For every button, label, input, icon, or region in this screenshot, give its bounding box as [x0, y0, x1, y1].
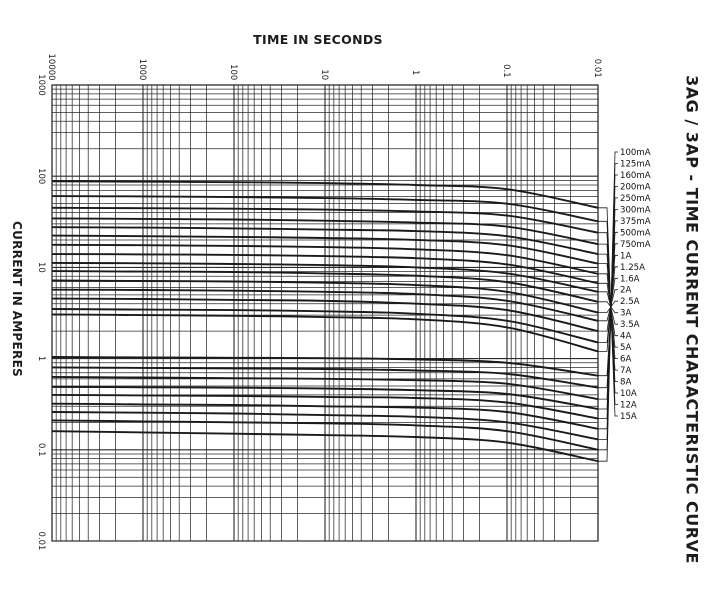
series-label: 12A — [620, 401, 637, 411]
series-line — [51, 226, 599, 256]
series-leader-line — [598, 207, 618, 417]
x-tick-label: 10 — [319, 69, 329, 80]
series-line — [51, 261, 599, 293]
series-line — [51, 253, 599, 285]
series-line — [51, 308, 599, 344]
series-label: 15A — [620, 412, 637, 422]
chart-side-title: 3AG / 3AP - TIME CURRENT CHARACTERISTIC … — [682, 75, 702, 564]
y-tick-label: 10 — [36, 262, 46, 273]
series-line — [51, 393, 599, 420]
series-label: 300mA — [620, 205, 651, 215]
series-line — [51, 243, 599, 275]
series-line — [51, 297, 599, 333]
series-label: 100mA — [620, 148, 651, 158]
series-label: 8A — [620, 378, 631, 388]
series-label: 4A — [620, 332, 631, 342]
y-tick-label: 0.01 — [36, 532, 46, 551]
series-line — [51, 270, 599, 303]
series-line — [51, 375, 599, 401]
series-label: 1A — [620, 251, 631, 261]
series-line — [51, 195, 599, 223]
series-line — [51, 366, 599, 389]
series-line — [51, 217, 599, 246]
series-line — [51, 411, 599, 441]
series-label: 3.5A — [620, 320, 640, 330]
series-label: 2.5A — [620, 297, 640, 307]
series-line — [51, 356, 599, 377]
series-label: 1.6A — [620, 274, 640, 284]
y-tick-label: 1000 — [36, 74, 46, 96]
series-line — [51, 313, 599, 353]
y-tick-label: 100 — [36, 168, 46, 184]
x-tick-label: 100 — [228, 64, 238, 80]
x-axis-title: TIME IN SECONDS — [253, 32, 383, 47]
series-label: 7A — [620, 366, 631, 376]
series-label: 6A — [620, 355, 631, 365]
series-label: 500mA — [620, 228, 651, 238]
y-tick-label: 1 — [36, 356, 46, 361]
series-line — [51, 206, 599, 234]
series-label: 1.25A — [620, 263, 645, 273]
series-label: 250mA — [620, 194, 651, 204]
series-label: 200mA — [620, 182, 651, 192]
series-label: 3A — [620, 309, 631, 319]
series-line — [51, 180, 599, 209]
series-label: 2A — [620, 286, 631, 296]
series-line — [51, 402, 599, 430]
x-tick-label: 10000 — [46, 54, 56, 81]
series-line — [51, 288, 599, 322]
x-tick-label: 1000 — [137, 59, 147, 81]
y-tick-label: 0.1 — [36, 443, 46, 457]
series-line — [51, 385, 599, 410]
series-line — [51, 419, 599, 451]
x-tick-label: 1 — [410, 70, 420, 75]
y-axis-title: CURRENT IN AMPERES — [10, 220, 24, 378]
series-label: 5A — [620, 343, 631, 353]
series-label: 125mA — [620, 159, 651, 169]
x-tick-label: 0.1 — [501, 64, 511, 78]
series-line — [51, 430, 599, 463]
series-label: 375mA — [620, 217, 651, 227]
series-line — [51, 234, 599, 265]
series-label: 10A — [620, 389, 637, 399]
series-leader-line — [598, 291, 618, 325]
series-label: 160mA — [620, 171, 651, 181]
series-line — [51, 279, 599, 314]
x-tick-label: 0.01 — [592, 59, 602, 78]
series-label: 750mA — [620, 240, 651, 250]
